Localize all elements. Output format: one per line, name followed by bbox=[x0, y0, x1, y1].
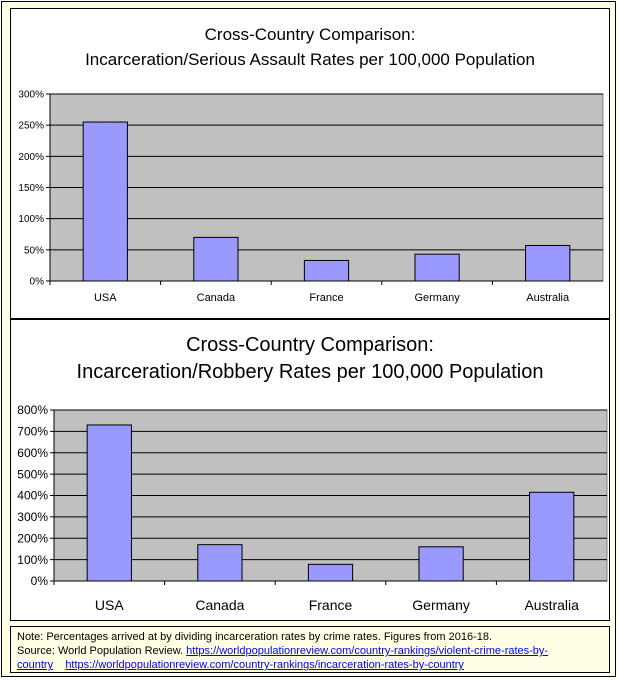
assault-category-label-germany: Germany bbox=[414, 292, 460, 304]
robbery-chart-title-line2: Incarceration/Robbery Rates per 100,000 … bbox=[76, 361, 544, 383]
robbery-ytick-label: 800% bbox=[17, 403, 48, 417]
assault-chart-title-line1: Cross-Country Comparison: bbox=[204, 25, 416, 44]
assault-chart-title: Cross-Country Comparison: Incarceration/… bbox=[11, 22, 609, 72]
robbery-ytick-label: 300% bbox=[17, 510, 48, 524]
source-line: Source: World Population Review. https:/… bbox=[17, 644, 603, 658]
assault-chart: 0% 50% 100% 150% 200% 250% 300% USA Canada France… bbox=[18, 90, 604, 304]
note-text: Note: Percentages arrived at by dividing… bbox=[17, 631, 493, 643]
robbery-bar-usa bbox=[86, 424, 132, 582]
source-line-2: country https://worldpopulationreview.co… bbox=[17, 658, 603, 672]
assault-ytick-label: 100% bbox=[18, 214, 44, 225]
robbery-ytick-label: 400% bbox=[17, 489, 48, 503]
robbery-ytick-label: 200% bbox=[17, 531, 48, 545]
robbery-category-label-germany: Germany bbox=[412, 597, 470, 613]
assault-ytick-label: 50% bbox=[24, 245, 44, 256]
source-link-incarceration-rates[interactable]: https://worldpopulationreview.com/countr… bbox=[65, 659, 464, 671]
assault-ytick-label: 200% bbox=[18, 152, 44, 163]
assault-bar-germany bbox=[414, 253, 460, 282]
robbery-category-label-australia: Australia bbox=[524, 597, 579, 613]
assault-chart-title-line2: Incarceration/Serious Assault Rates per … bbox=[85, 50, 535, 69]
robbery-bar-germany bbox=[418, 546, 464, 582]
robbery-bar-canada bbox=[197, 544, 243, 582]
assault-category-label-usa: USA bbox=[94, 292, 117, 304]
robbery-ytick-label: 600% bbox=[17, 446, 48, 460]
robbery-category-label-usa: USA bbox=[95, 597, 124, 613]
robbery-ytick-label: 700% bbox=[17, 425, 48, 439]
assault-bar-france bbox=[303, 259, 350, 282]
robbery-category-label-canada: Canada bbox=[195, 597, 244, 613]
assault-bar-usa bbox=[82, 121, 128, 282]
assault-bar-canada bbox=[193, 236, 239, 282]
source-note: Note: Percentages arrived at by dividing… bbox=[10, 626, 610, 673]
assault-ytick-label: 250% bbox=[18, 121, 44, 132]
source-link-violent-crime-rates[interactable]: https://worldpopulationreview.com/countr… bbox=[186, 645, 549, 657]
assault-ytick-label: 300% bbox=[18, 90, 44, 101]
robbery-bar-australia bbox=[529, 491, 575, 582]
assault-chart-panel: Cross-Country Comparison: Incarceration/… bbox=[10, 8, 610, 319]
robbery-bar-france bbox=[307, 563, 354, 582]
robbery-chart-title: Cross-Country Comparison: Incarceration/… bbox=[11, 332, 609, 386]
robbery-ytick-label: 500% bbox=[17, 467, 48, 481]
assault-ytick-label: 0% bbox=[30, 277, 45, 288]
assault-category-label-france: France bbox=[309, 292, 343, 304]
assault-bar-australia bbox=[525, 244, 571, 282]
robbery-chart-panel: Cross-Country Comparison: Incarceration/… bbox=[10, 319, 610, 621]
robbery-chart-title-line1: Cross-Country Comparison: bbox=[186, 334, 434, 356]
robbery-ytick-label: 100% bbox=[17, 553, 48, 567]
robbery-chart: 0% 100% 200% 300% 400% 500% 600% 700% 800% USA Can… bbox=[17, 403, 608, 613]
robbery-ytick-label: 0% bbox=[31, 574, 49, 588]
assault-category-label-canada: Canada bbox=[197, 292, 236, 304]
source-prefix: Source: World Population Review. bbox=[17, 645, 187, 657]
robbery-category-label-france: France bbox=[309, 597, 353, 613]
source-link-violent-crime-rates-cont[interactable]: country bbox=[17, 659, 54, 671]
assault-category-label-australia: Australia bbox=[526, 292, 570, 304]
assault-ytick-label: 150% bbox=[18, 183, 44, 194]
